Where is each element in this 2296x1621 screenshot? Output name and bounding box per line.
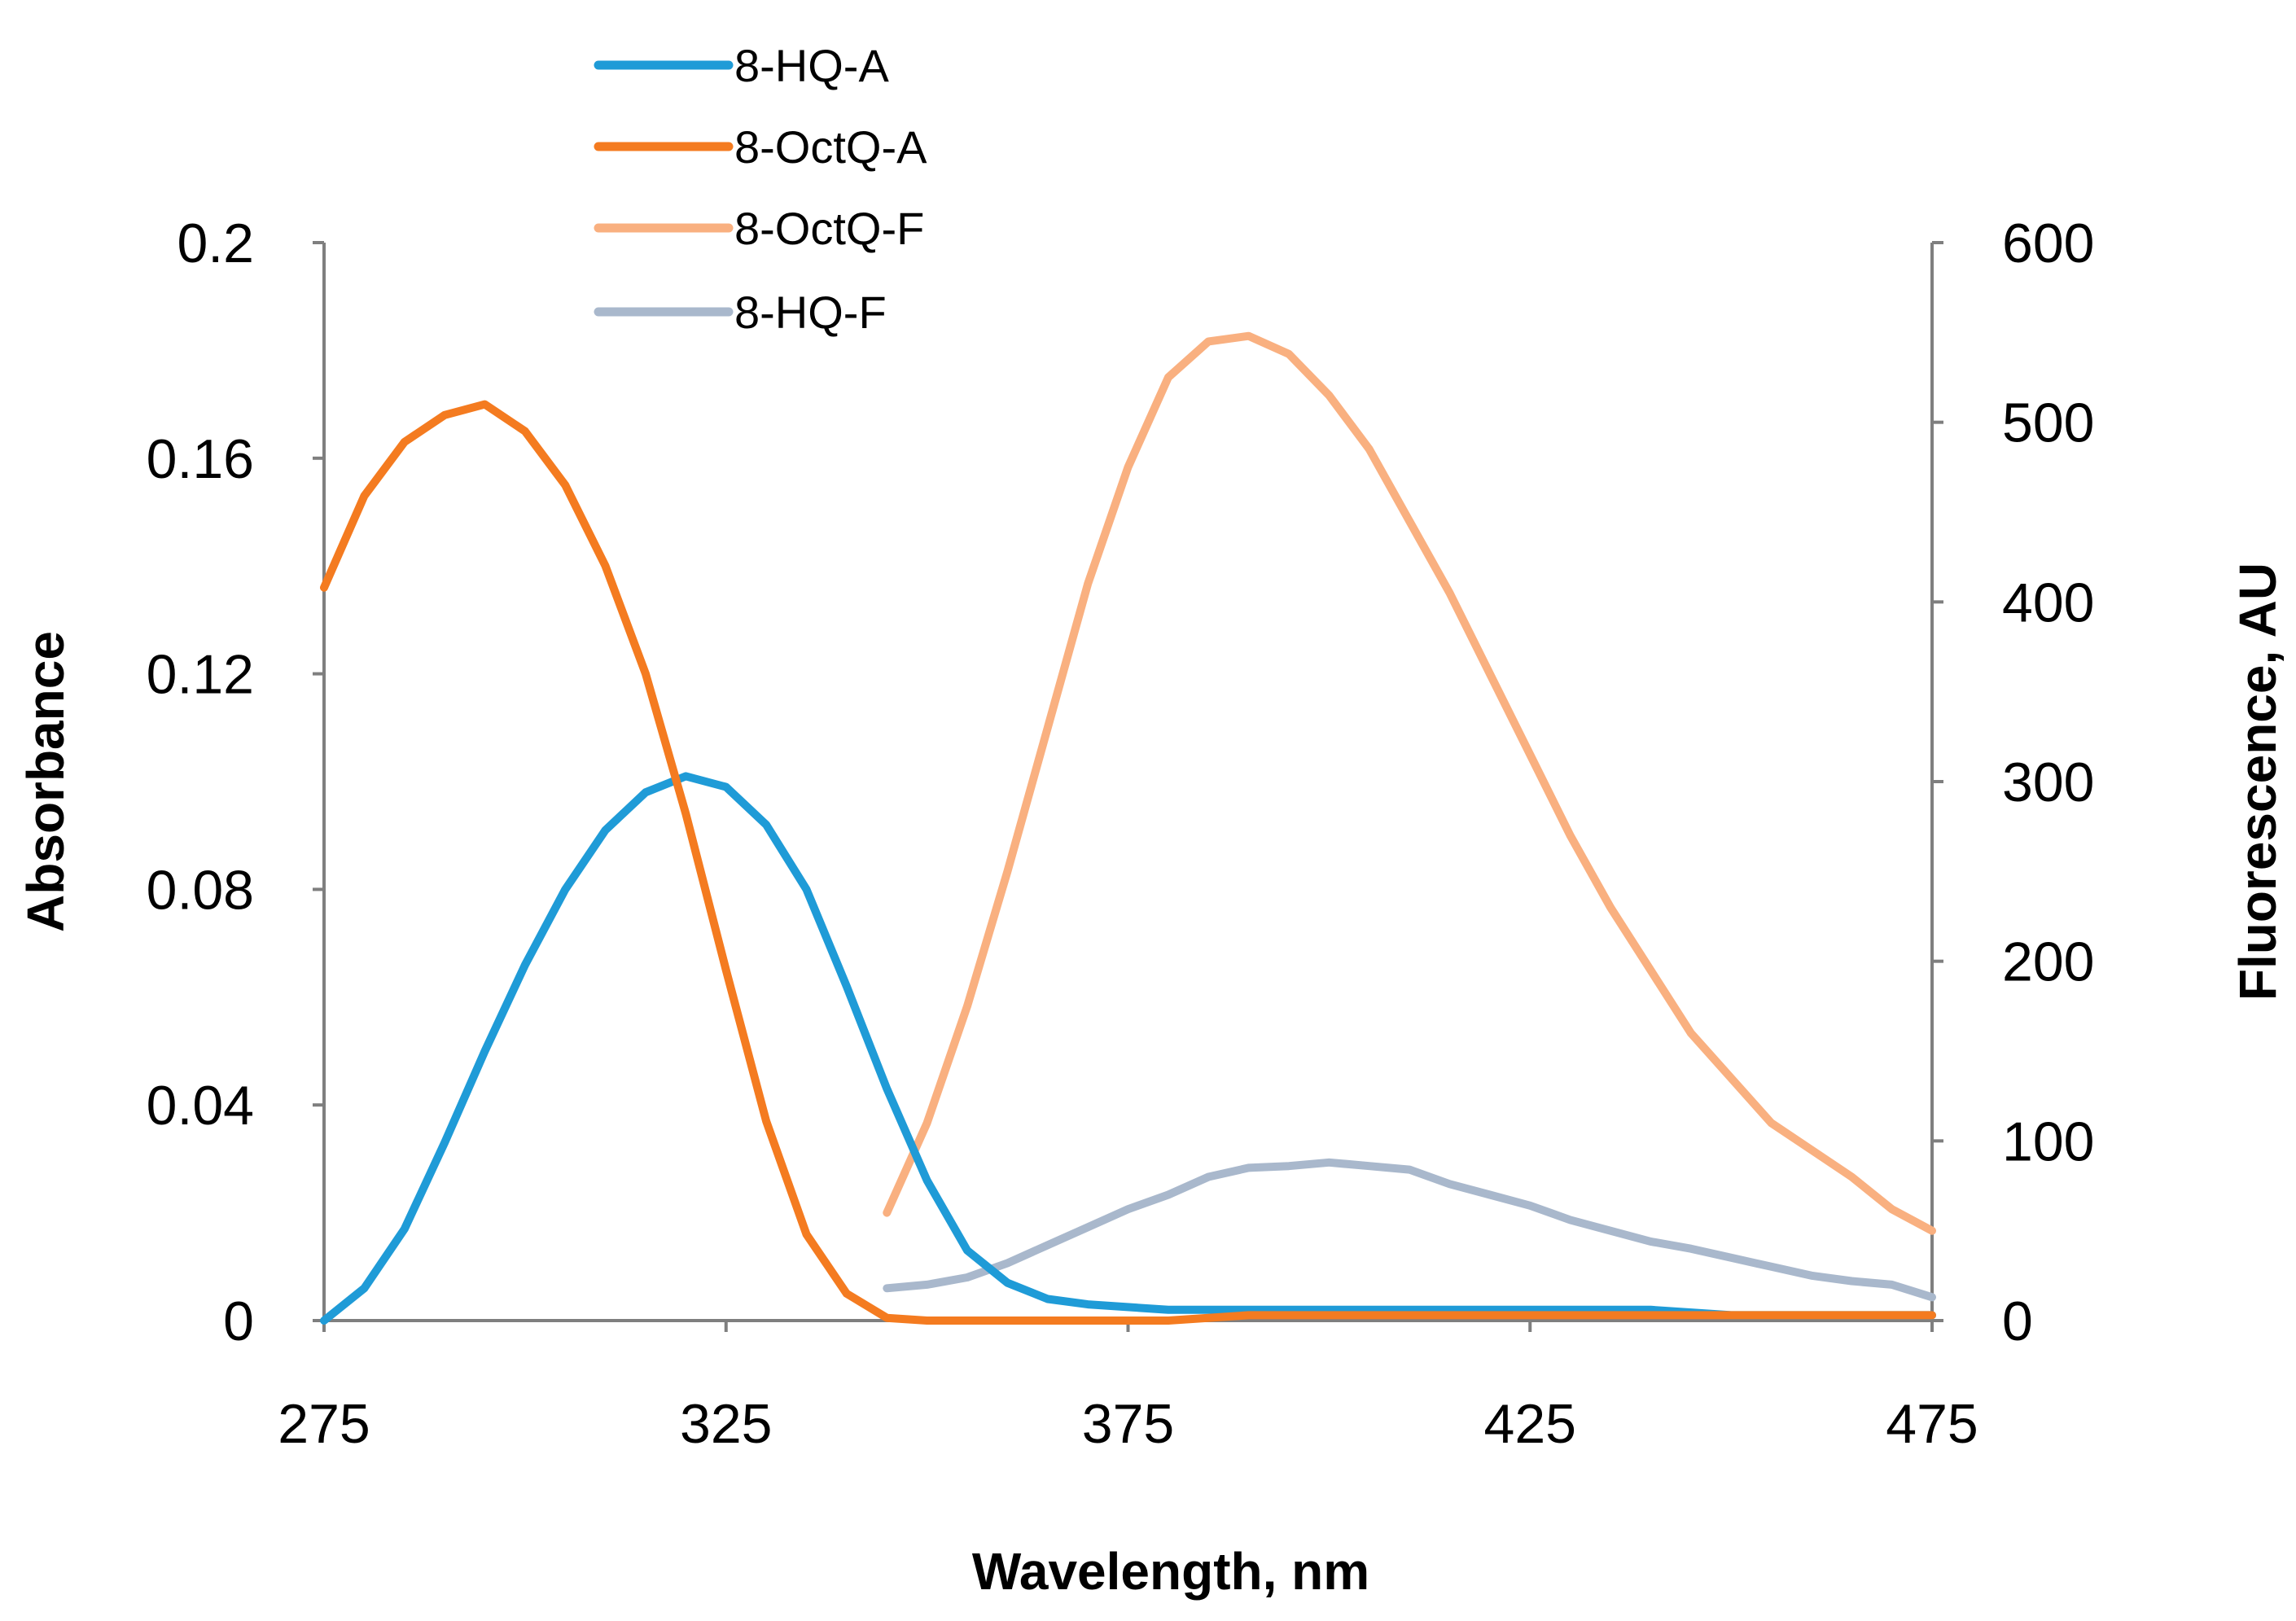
x-axis-title: Wavelength, nm: [972, 1542, 1369, 1601]
tick-labels: 275 325 375 425 475 0 0.04 0.08 0.12 0.16 0.2 0 100 2…: [147, 212, 2095, 1455]
x-tick-label: 475: [1886, 1393, 1978, 1455]
legend: 8-HQ-A 8-OctQ-A 8-OctQ-F 8-HQ-F: [594, 40, 927, 338]
y-right-tick-label: 100: [2002, 1111, 2094, 1172]
y-right-tick-label: 200: [2002, 931, 2094, 993]
y-left-tick-label: 0.04: [147, 1075, 254, 1137]
legend-label-8-hq-f: 8-HQ-F: [734, 287, 887, 338]
y-left-tick-label: 0.08: [147, 859, 254, 921]
y-left-tick-label: 0.12: [147, 644, 254, 706]
legend-label-8-octq-a: 8-OctQ-A: [734, 121, 927, 173]
y-right-tick-label: 0: [2002, 1290, 2033, 1352]
y-left-tick-label: 0.16: [147, 428, 254, 490]
y-right-tick-label: 300: [2002, 751, 2094, 813]
y-right-tick-label: 400: [2002, 572, 2094, 633]
series-line-8-hq-a: [320, 772, 1936, 1325]
y-left-tick-label: 0: [223, 1290, 254, 1352]
series-line-8-octq-f: [883, 331, 1936, 1235]
axis-ticks: [313, 241, 1943, 1332]
x-tick-label: 275: [278, 1393, 370, 1455]
x-tick-label: 375: [1082, 1393, 1174, 1455]
y-left-tick-label: 0.2: [177, 212, 254, 274]
y-axis-left-title: Absorbance: [16, 631, 75, 932]
y-right-tick-label: 500: [2002, 392, 2094, 454]
legend-label-8-hq-a: 8-HQ-A: [734, 40, 889, 91]
x-tick-label: 425: [1484, 1393, 1576, 1455]
y-axis-right-title: Fluorescence, AU: [2228, 563, 2287, 1001]
x-tick-label: 325: [680, 1393, 772, 1455]
series-line-8-hq-f: [883, 1158, 1936, 1302]
y-right-tick-label: 600: [2002, 212, 2094, 274]
series-line-8-octq-a: [320, 400, 1936, 1325]
legend-label-8-octq-f: 8-OctQ-F: [734, 203, 924, 254]
series-layer: [320, 331, 1936, 1325]
